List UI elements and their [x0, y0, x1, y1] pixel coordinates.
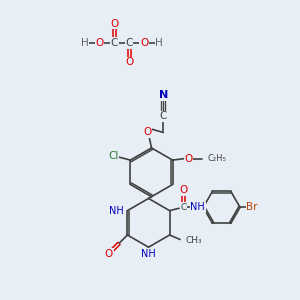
Text: O: O [140, 38, 148, 48]
Text: Cl: Cl [108, 151, 118, 161]
Text: O: O [179, 185, 188, 195]
Text: NH: NH [109, 206, 124, 216]
Text: NH: NH [190, 202, 205, 212]
Text: CH₃: CH₃ [185, 236, 202, 245]
Text: NH: NH [141, 249, 156, 259]
Text: O: O [105, 249, 113, 259]
Text: O: O [184, 154, 193, 164]
Text: C: C [160, 111, 167, 122]
Text: O: O [110, 19, 118, 29]
Text: O: O [95, 38, 104, 48]
Text: C: C [125, 38, 133, 48]
Text: Br: Br [246, 202, 258, 212]
Text: H: H [81, 38, 88, 48]
Text: H: H [155, 38, 163, 48]
Text: N: N [159, 90, 168, 100]
Text: C: C [111, 38, 118, 48]
Text: O: O [143, 128, 152, 137]
Text: O: O [125, 57, 133, 67]
Text: C₂H₅: C₂H₅ [208, 154, 226, 163]
Text: C: C [181, 203, 187, 212]
